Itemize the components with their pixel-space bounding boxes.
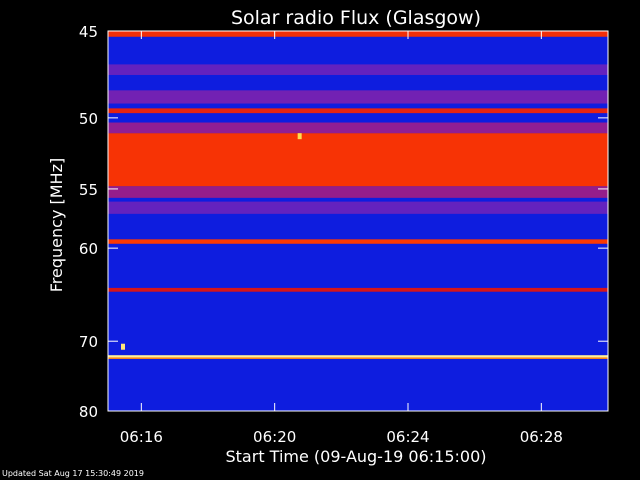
frequency-band [108,201,608,214]
frequency-band [108,186,608,198]
x-tick-label: 06:20 [253,428,296,446]
x-tick-label: 06:16 [120,428,163,446]
x-tick-label: 06:28 [520,428,563,446]
frequency-band [108,357,608,359]
emission-spot [121,343,125,350]
updated-timestamp: Updated Sat Aug 17 15:30:49 2019 [2,469,144,478]
plot-frame [107,30,609,412]
frequency-band [108,108,608,114]
x-axis-label: Start Time (09-Aug-19 06:15:00) [226,447,487,466]
y-tick-label: 45 [79,23,98,41]
frequency-band [108,287,608,292]
y-tick-label: 70 [79,333,98,351]
chart-title: Solar radio Flux (Glasgow) [231,7,481,29]
y-tick-label: 50 [79,110,98,128]
frequency-band [108,31,608,37]
x-tick-label: 06:24 [386,428,429,446]
frequency-band [108,355,608,358]
plot-area [107,30,609,412]
emission-spot [297,133,302,140]
frequency-band [108,122,608,134]
plot-background [108,31,608,411]
frequency-band [108,239,608,244]
y-tick-label: 80 [79,403,98,421]
y-axis-label: Frequency [MHz] [47,158,66,292]
frequency-band [108,90,608,104]
frequency-band [108,133,608,187]
frequency-band [108,64,608,75]
y-tick-label: 60 [79,240,98,258]
y-tick-label: 55 [79,181,98,199]
